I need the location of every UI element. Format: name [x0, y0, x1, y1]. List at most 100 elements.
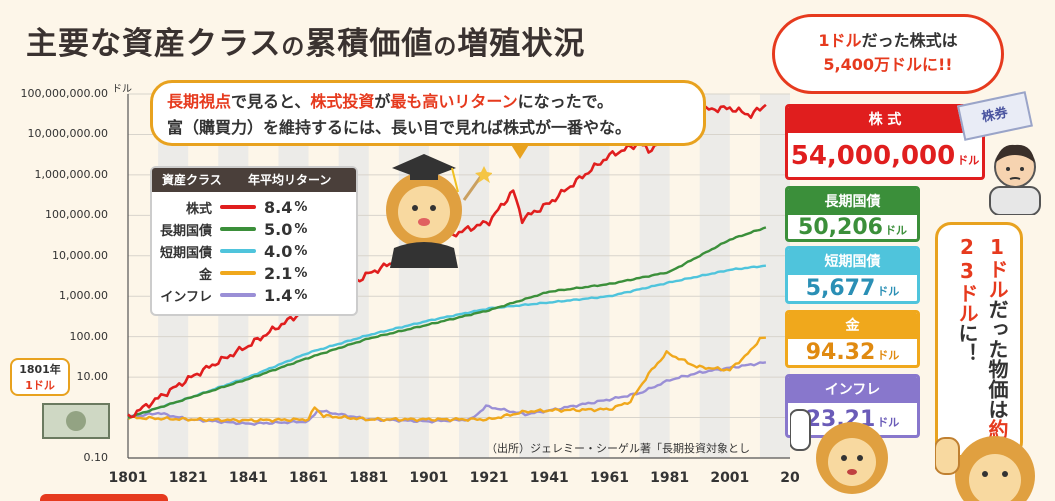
- legend-percent-sign: %: [294, 243, 308, 259]
- value-card-number: 50,206: [798, 215, 883, 240]
- x-tick-label: 20: [780, 470, 800, 486]
- plot-stripe: [459, 94, 490, 458]
- value-card-unit: ドル: [877, 285, 900, 298]
- x-tick-label: 1981: [650, 470, 690, 486]
- speech-line1: 長期視点で見ると、株式投資が最も高いリターンになったで。: [167, 89, 689, 115]
- speech-bubble: 長期視点で見ると、株式投資が最も高いリターンになったで。 富（購買力）を維持する…: [150, 80, 706, 146]
- long-bond-series-line: [127, 226, 767, 419]
- professor-lion-icon: [386, 154, 492, 268]
- value-card: 短期国債 5,677 ドル: [785, 246, 920, 304]
- speech-line2: 富（購買力）を維持するには、長い目で見れば株式が一番やな。: [167, 118, 632, 137]
- title-no2: の: [433, 34, 458, 60]
- inflation-note: 1ドルだった物価は約23ドルに！: [935, 222, 1023, 458]
- cloud-line1-a: 1ドル: [818, 31, 862, 50]
- plot-stripe: [579, 94, 610, 458]
- legend-col-return: 年平均リターン: [248, 173, 332, 187]
- footer-bar: [40, 494, 168, 501]
- y-unit-label: ドル: [112, 84, 132, 95]
- value-card-unit: ドル: [957, 154, 980, 167]
- legend-percent-sign: %: [294, 221, 308, 237]
- value-card-name: インフレ: [788, 377, 917, 403]
- legend-return-value: 5.0: [264, 219, 293, 239]
- legend-row: 短期国債 4.0%: [152, 240, 356, 262]
- legend-percent-sign: %: [294, 199, 308, 215]
- value-card: 金 94.32 ドル: [785, 310, 920, 368]
- legend-rows: 株式 8.4% 長期国債 5.0% 短期国債 4.0% 金 2.1% インフレ 1.4%: [152, 192, 356, 306]
- legend-row: 長期国債 5.0%: [152, 218, 356, 240]
- y-tick-label: 10.00: [76, 370, 109, 384]
- inflation-note-c: 約23ドル: [955, 235, 1009, 439]
- y-tick-label: 1,000,000.00: [34, 167, 108, 181]
- title-no1: の: [281, 34, 306, 60]
- value-card-number: 54,000,000: [790, 141, 956, 171]
- source-note: （出所）ジェレミー・シーゲル著「長期投資対象とし: [486, 442, 750, 455]
- legend-swatch: [220, 249, 256, 253]
- legend-row: インフレ 1.4%: [152, 284, 356, 306]
- cloud-line1: 1ドルだった株式は: [775, 29, 1001, 53]
- title-part1: 主要な資産クラス: [26, 26, 282, 62]
- speech-highlight-3: 最も高いリターン: [390, 92, 518, 111]
- value-card-amount: 50,206 ドル: [788, 215, 917, 240]
- x-tick-label: 1821: [168, 470, 208, 486]
- value-card-name: 株 式: [788, 107, 982, 133]
- legend-swatch: [220, 227, 256, 231]
- y-tick-label: 10,000,000.00: [27, 127, 108, 141]
- badge-1801-year: 1801年: [19, 363, 61, 376]
- plot-stripe: [759, 94, 790, 458]
- badge-1801: 1801年 1ドル: [10, 358, 70, 396]
- short-bill-series-line: [127, 264, 766, 420]
- value-card-name: 短期国債: [788, 249, 917, 275]
- speech-text-1: で見ると、: [231, 92, 311, 111]
- value-card-unit: ドル: [877, 416, 900, 429]
- cloud-line2: 5,400万ドルに!!: [823, 55, 953, 74]
- speech-text-2: が: [374, 92, 391, 111]
- speech-tail: [510, 143, 530, 159]
- legend-swatch: [220, 271, 256, 275]
- legend-return-value: 2.1: [264, 263, 293, 283]
- legend-return-value: 1.4: [264, 285, 293, 305]
- legend-percent-sign: %: [294, 287, 308, 303]
- y-tick-label: 100,000.00: [45, 208, 108, 222]
- value-card-amount: 54,000,000 ドル: [788, 133, 982, 177]
- badge-1801-dollar: 1ドル: [25, 379, 55, 392]
- value-card: 長期国債 50,206 ドル: [785, 186, 920, 242]
- title-part2: 累積価値: [305, 26, 434, 62]
- value-card: インフレ 23.21 ドル: [785, 374, 920, 438]
- inflation-note-b: だった物価は: [985, 299, 1009, 419]
- y-tick-label: 10,000.00: [52, 248, 108, 262]
- callout-cloud: 1ドルだった株式は 5,400万ドルに!!: [772, 14, 1004, 94]
- y-tick-label: 100,000,000.00: [20, 87, 108, 100]
- legend-header: 資産クラス 年平均リターン: [152, 168, 356, 192]
- legend-asset-name: 株式: [185, 201, 212, 217]
- value-card-number: 5,677: [805, 276, 876, 301]
- x-tick-label: 1961: [589, 470, 629, 486]
- page-title: 主要な資産クラスの累積価値の増殖状況: [26, 18, 585, 63]
- legend-table: 資産クラス 年平均リターン 株式 8.4% 長期国債 5.0% 短期国債 4.0% 金 2.1…: [150, 166, 358, 316]
- x-tick-label: 1921: [469, 470, 509, 486]
- legend-col-asset: 資産クラス: [162, 173, 222, 187]
- thinking-man-icon: [989, 144, 1041, 215]
- legend-return-value: 4.0: [264, 241, 293, 261]
- value-card-amount: 5,677 ドル: [788, 275, 917, 301]
- cloud-line1-b: だった株式は: [861, 31, 958, 50]
- value-card: 株 式 54,000,000 ドル: [785, 104, 985, 180]
- x-tick-label: 1861: [289, 470, 329, 486]
- value-card-unit: ドル: [884, 224, 907, 237]
- legend-row: 株式 8.4%: [152, 196, 356, 218]
- legend-swatch: [220, 205, 256, 209]
- speech-highlight-1: 長期視点: [167, 92, 232, 111]
- x-tick-label: 1841: [228, 470, 268, 486]
- legend-row: 金 2.1%: [152, 262, 356, 284]
- y-tick-label: 100.00: [69, 329, 109, 343]
- value-card-unit: ドル: [877, 349, 900, 362]
- legend-asset-name: インフレ: [160, 289, 212, 305]
- y-tick-label: 1,000.00: [59, 289, 108, 303]
- speech-highlight-2: 株式投資: [310, 92, 375, 111]
- pointing-lion-icon: [790, 409, 888, 494]
- x-tick-label: 1901: [409, 470, 449, 486]
- ticket-label: 株券: [980, 105, 1010, 126]
- x-tick-label: 1881: [349, 470, 389, 486]
- x-tick-label: 1941: [529, 470, 569, 486]
